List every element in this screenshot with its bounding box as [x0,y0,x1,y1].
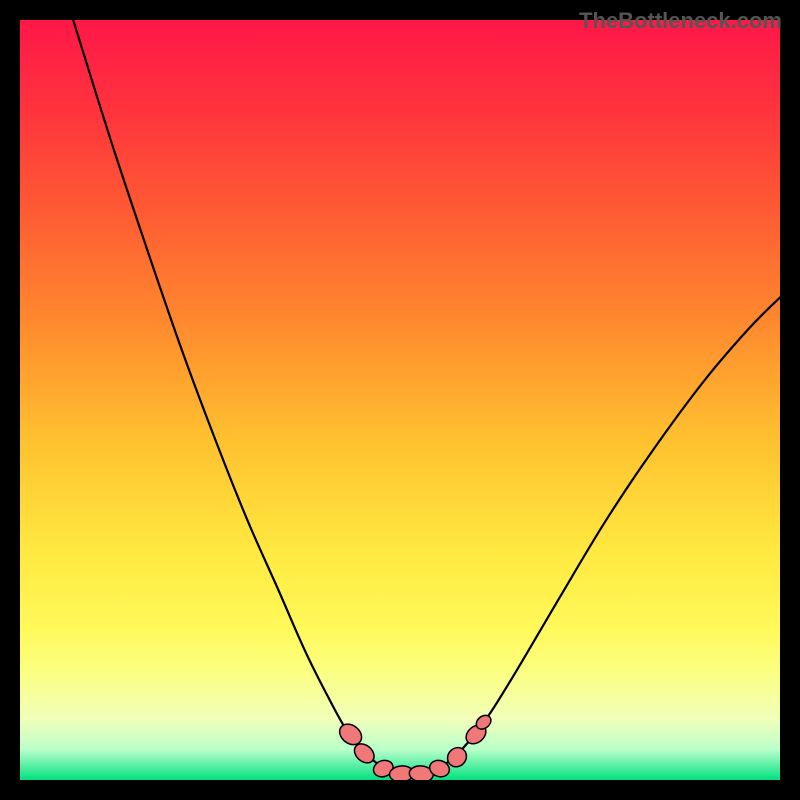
chart-plot-area [20,20,780,780]
bottleneck-chart [20,20,780,780]
watermark-text: TheBottleneck.com [579,8,782,34]
chart-background [20,20,780,780]
